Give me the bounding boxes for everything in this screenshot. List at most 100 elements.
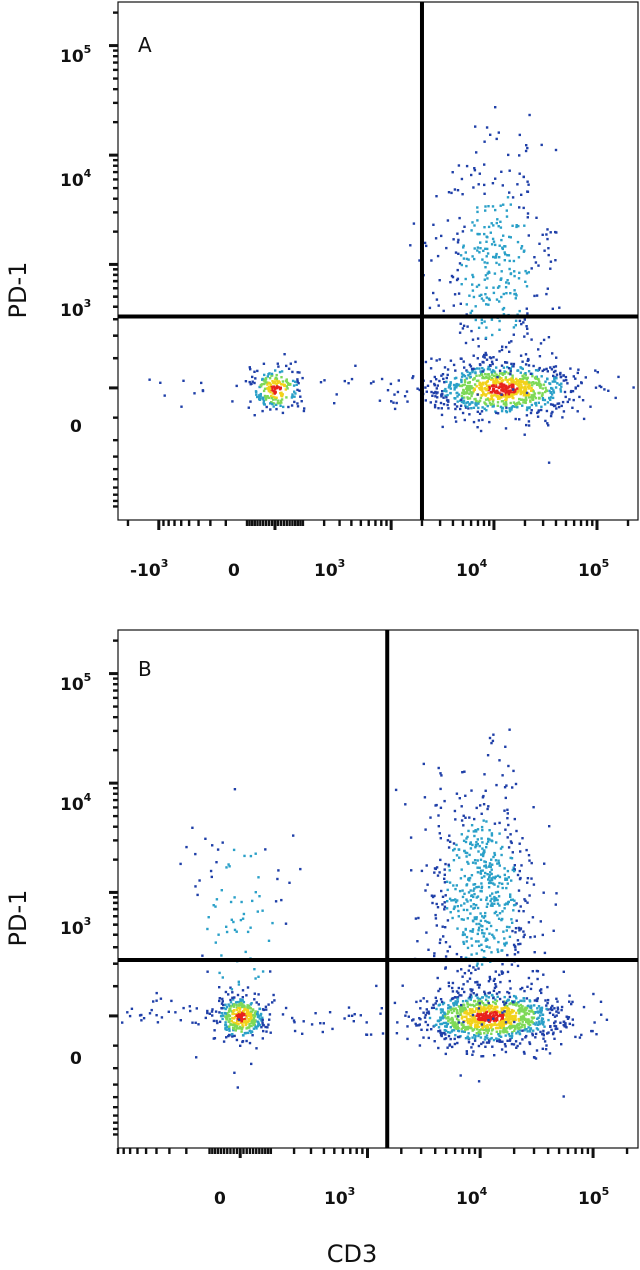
event-dot bbox=[451, 1023, 455, 1027]
event-dot bbox=[227, 863, 230, 866]
event-dot bbox=[494, 375, 498, 379]
event-dot bbox=[501, 388, 505, 392]
event-dot bbox=[451, 986, 454, 990]
event-dot bbox=[504, 400, 508, 403]
event-dot bbox=[430, 1006, 434, 1010]
event-dot bbox=[276, 402, 279, 405]
event-dot bbox=[221, 1000, 224, 1003]
event-dot bbox=[473, 883, 477, 886]
event-dot bbox=[509, 840, 513, 843]
event-dot bbox=[496, 380, 499, 383]
event-dot bbox=[484, 205, 487, 208]
event-dot bbox=[235, 384, 238, 388]
event-dot bbox=[509, 1002, 513, 1005]
event-dot bbox=[472, 378, 475, 381]
event-dot bbox=[456, 1025, 459, 1028]
event-dot bbox=[433, 1024, 436, 1027]
event-dot bbox=[449, 840, 452, 843]
event-dot bbox=[518, 869, 521, 873]
event-dot bbox=[476, 232, 479, 236]
event-dot bbox=[498, 376, 501, 379]
event-dot bbox=[429, 401, 432, 404]
event-dot bbox=[474, 125, 477, 128]
event-dot bbox=[525, 1018, 528, 1021]
event-dot bbox=[489, 1011, 492, 1014]
event-dot bbox=[470, 385, 473, 388]
event-dot bbox=[314, 1012, 317, 1015]
event-dot bbox=[484, 871, 487, 875]
event-dot bbox=[248, 1006, 252, 1009]
event-dot bbox=[528, 1041, 531, 1044]
event-dot bbox=[537, 348, 540, 351]
event-dot bbox=[130, 1007, 134, 1010]
event-dot bbox=[443, 1029, 446, 1032]
event-dot bbox=[500, 970, 503, 973]
event-dot bbox=[479, 898, 483, 901]
event-dot bbox=[507, 900, 510, 903]
event-dot bbox=[513, 1003, 517, 1006]
event-dot bbox=[473, 892, 476, 896]
event-dot bbox=[238, 1010, 242, 1014]
event-dot bbox=[463, 396, 466, 399]
event-dot bbox=[457, 991, 460, 995]
event-dot bbox=[459, 1012, 462, 1015]
event-dot bbox=[238, 1004, 241, 1007]
event-dot bbox=[229, 986, 232, 989]
event-dot bbox=[465, 1026, 468, 1029]
event-dot bbox=[476, 980, 479, 984]
event-dot bbox=[232, 1027, 236, 1031]
event-dot bbox=[498, 377, 501, 381]
event-dot bbox=[459, 254, 463, 257]
event-dot bbox=[540, 375, 543, 378]
event-dot bbox=[270, 374, 273, 377]
event-dot bbox=[437, 1046, 440, 1050]
event-dot bbox=[476, 426, 479, 429]
event-dot bbox=[514, 381, 518, 384]
event-dot bbox=[415, 1024, 418, 1027]
event-dot bbox=[530, 381, 533, 384]
event-dot bbox=[466, 325, 469, 328]
event-dot bbox=[462, 373, 465, 377]
event-dot bbox=[489, 403, 492, 406]
event-dot bbox=[470, 990, 473, 993]
event-dot bbox=[564, 395, 567, 399]
event-dot bbox=[280, 398, 284, 401]
event-dot bbox=[241, 1034, 245, 1037]
event-dot bbox=[475, 841, 478, 844]
event-dot bbox=[467, 258, 470, 261]
event-dot bbox=[518, 206, 521, 209]
event-dot bbox=[475, 903, 478, 907]
event-dot bbox=[218, 1011, 221, 1014]
event-dot bbox=[224, 990, 228, 994]
event-dot bbox=[554, 369, 557, 373]
event-dot bbox=[477, 967, 480, 970]
event-dot bbox=[238, 1003, 241, 1006]
event-dot bbox=[517, 277, 521, 280]
event-dot bbox=[458, 856, 461, 859]
event-dot bbox=[463, 378, 467, 382]
event-dot bbox=[499, 226, 503, 229]
event-dot bbox=[495, 252, 498, 256]
event-dot bbox=[440, 774, 443, 777]
event-dot bbox=[224, 1007, 227, 1011]
event-dot bbox=[460, 968, 463, 971]
event-dot bbox=[254, 977, 257, 980]
event-dot bbox=[590, 1029, 593, 1033]
event-dot bbox=[266, 1026, 269, 1029]
event-dot bbox=[462, 1024, 465, 1027]
event-dot bbox=[441, 1014, 445, 1017]
y-tick-marks bbox=[109, 11, 118, 508]
event-dot bbox=[486, 1006, 489, 1010]
event-dot bbox=[490, 243, 494, 246]
event-dot bbox=[213, 1037, 217, 1040]
event-dot bbox=[266, 375, 269, 378]
event-dot bbox=[522, 398, 526, 402]
event-dot bbox=[231, 400, 234, 403]
event-dot bbox=[486, 1031, 489, 1034]
event-dot bbox=[538, 1022, 541, 1026]
event-dot bbox=[523, 989, 526, 993]
event-dot bbox=[466, 405, 469, 409]
dot-layer bbox=[148, 106, 635, 464]
event-dot bbox=[482, 916, 485, 919]
event-dot bbox=[507, 282, 510, 285]
